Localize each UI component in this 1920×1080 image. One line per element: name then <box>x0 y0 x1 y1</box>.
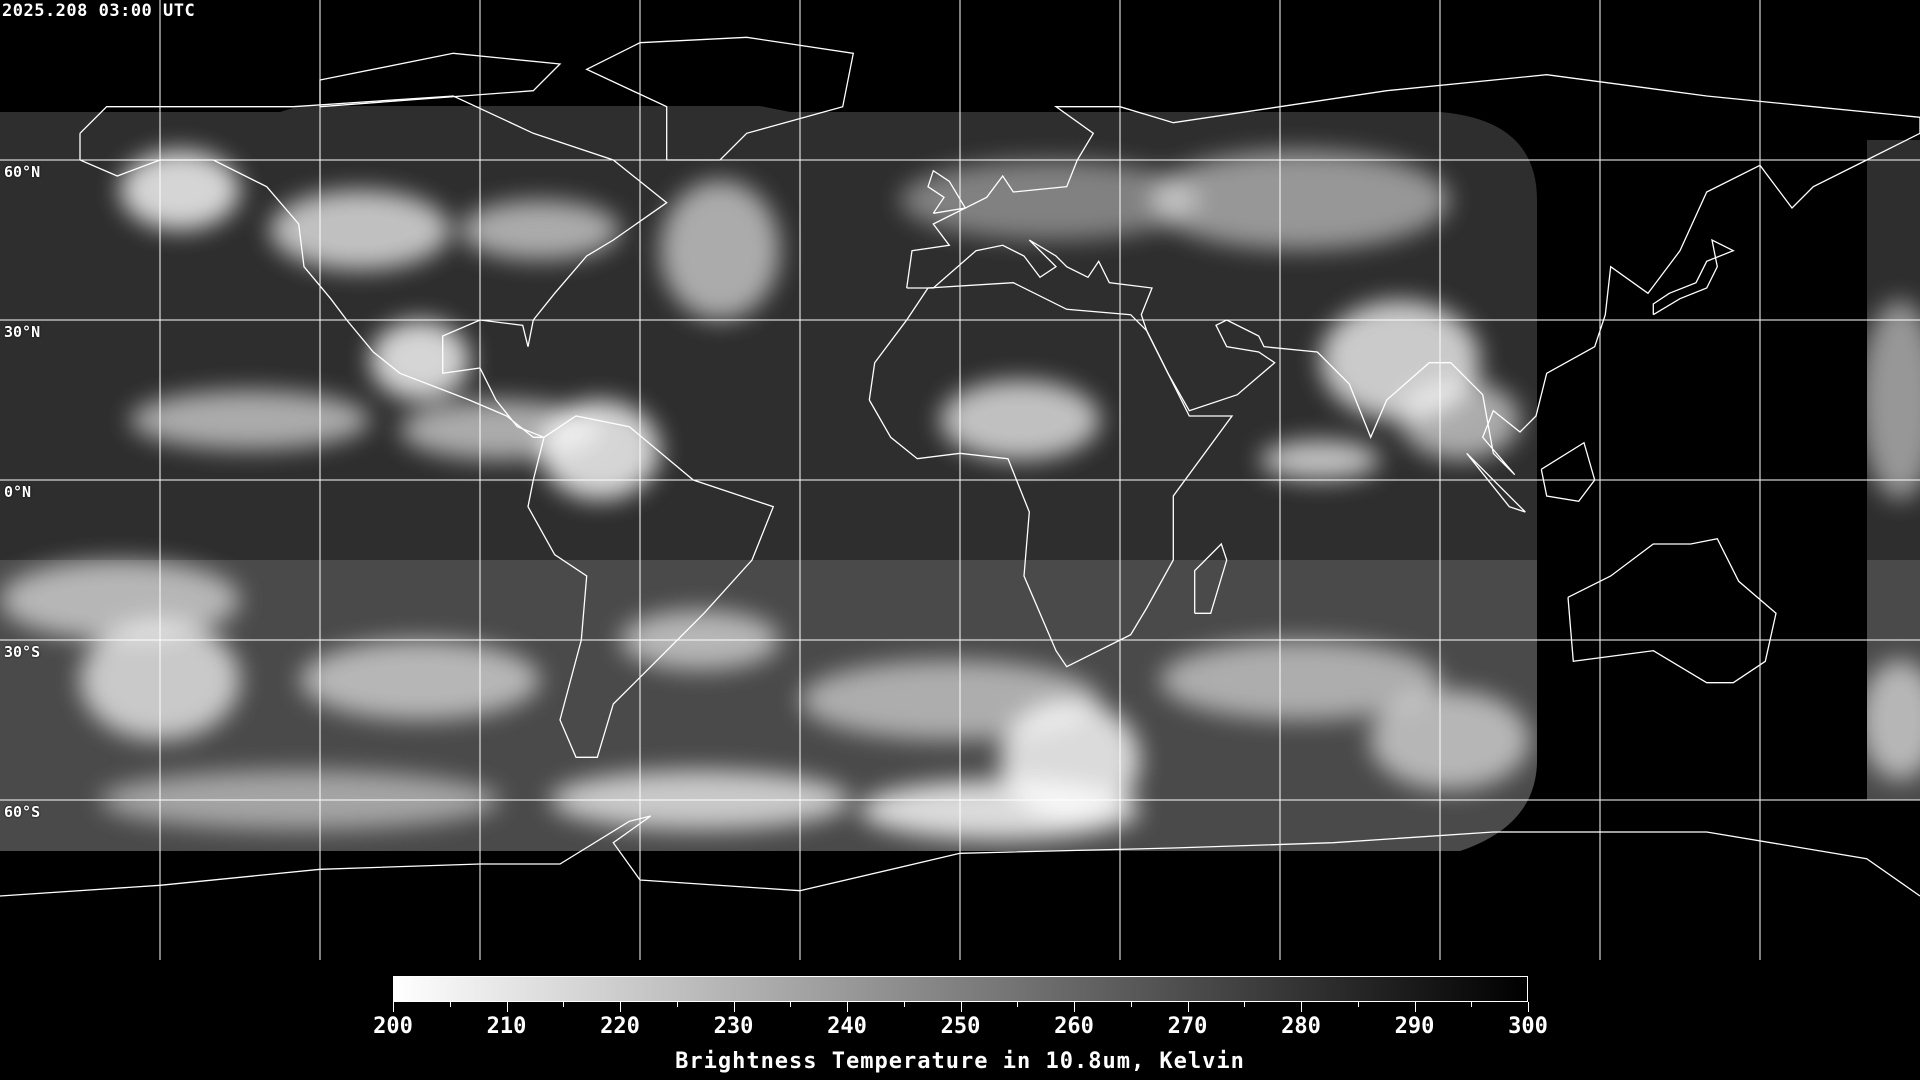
latitude-label: 30°N <box>4 323 41 341</box>
coastline-borneo <box>1540 441 1596 503</box>
cloud-feature <box>1400 380 1520 460</box>
cloud-feature <box>1860 300 1920 500</box>
coastline-great-britain <box>927 169 967 214</box>
graticule <box>0 0 1920 960</box>
colorbar-tick-label: 240 <box>827 1014 867 1039</box>
coastline-japan <box>1652 238 1735 316</box>
cloud-feature <box>1370 690 1530 790</box>
colorbar-minor-tick <box>790 1002 792 1007</box>
cloud-feature <box>1260 440 1380 480</box>
cloud-feature <box>660 180 780 320</box>
colorbar-tick-label: 250 <box>940 1014 981 1039</box>
cloud-feature <box>370 320 470 400</box>
colorbar-tick-label: 270 <box>1167 1014 1208 1039</box>
coastline-eurasia <box>906 74 1920 476</box>
colorbar-major-tick <box>1187 1002 1189 1012</box>
latitude-label: 0°N <box>4 483 32 501</box>
colorbar-minor-tick <box>1357 1002 1359 1007</box>
colorbar-minor-tick <box>449 1002 451 1007</box>
colorbar-major-tick <box>393 1002 394 1012</box>
coastline-africa <box>868 282 1234 668</box>
cloud-feature <box>0 560 240 640</box>
latitude-label: 60°N <box>4 163 41 181</box>
cloud-feature <box>940 380 1100 460</box>
colorbar-tick-label: 300 <box>1508 1014 1548 1039</box>
colorbar-minor-tick <box>903 1002 905 1007</box>
colorbar-major-tick <box>1074 1002 1075 1012</box>
colorbar <box>393 976 1528 1002</box>
cloud-feature <box>1860 660 1920 780</box>
colorbar-minor-tick <box>563 1002 565 1007</box>
cloud-feature <box>1150 150 1450 250</box>
coastline-north-america <box>79 95 668 438</box>
latitude-label: 60°S <box>4 803 41 821</box>
satellite-map <box>0 0 1920 960</box>
colorbar-tick-label: 210 <box>486 1014 527 1039</box>
cloud-feature <box>1160 640 1440 720</box>
colorbar-major-tick <box>1414 1002 1416 1012</box>
colorbar-major-tick <box>1301 1002 1302 1012</box>
latitude-label: 30°S <box>4 643 41 661</box>
colorbar-tick-label: 260 <box>1054 1014 1094 1039</box>
colorbar-major-tick <box>1528 1002 1529 1012</box>
colorbar-major-tick <box>506 1002 508 1012</box>
timestamp-label: 2025.208 03:00 UTC <box>2 1 196 21</box>
cloud-feature <box>120 150 240 230</box>
colorbar-minor-tick <box>1471 1002 1473 1007</box>
colorbar-major-tick <box>620 1002 621 1012</box>
colorbar-major-tick <box>733 1002 735 1012</box>
cloud-feature <box>130 390 370 450</box>
cloud-feature <box>860 780 1140 840</box>
colorbar-tick-label: 230 <box>713 1014 754 1039</box>
cloud-feature <box>540 400 660 500</box>
cloud-feature <box>460 200 620 260</box>
colorbar-tick-label: 280 <box>1281 1014 1321 1039</box>
colorbar-minor-tick <box>676 1002 678 1007</box>
colorbar-minor-tick <box>1017 1002 1019 1007</box>
cloud-feature <box>900 160 1200 240</box>
colorbar-major-tick <box>847 1002 848 1012</box>
colorbar-tick-label: 200 <box>373 1014 413 1039</box>
colorbar-minor-tick <box>1244 1002 1246 1007</box>
coastline-madagascar <box>1194 542 1228 614</box>
coastline-south-america <box>527 415 775 758</box>
colorbar-minor-tick <box>1130 1002 1132 1007</box>
coastline-australia <box>1567 537 1777 684</box>
colorbar-major-tick <box>960 1002 962 1012</box>
colorbar-tick-label: 220 <box>600 1014 640 1039</box>
cloud-feature <box>300 640 540 720</box>
colorbar-title: Brightness Temperature in 10.8um, Kelvin <box>675 1049 1245 1074</box>
colorbar-tick-label: 290 <box>1394 1014 1435 1039</box>
cloud-feature <box>270 190 450 270</box>
